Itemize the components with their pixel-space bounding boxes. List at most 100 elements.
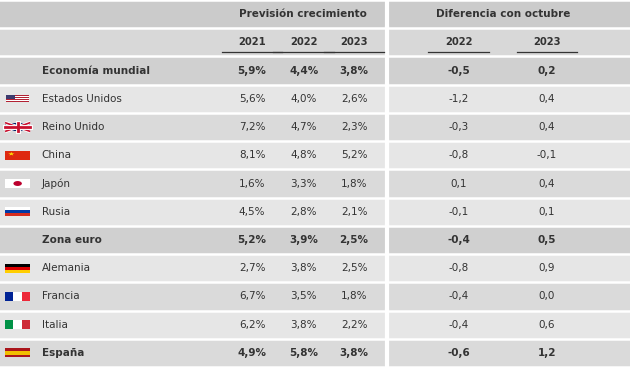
- Bar: [22, 292, 30, 301]
- Text: -0,8: -0,8: [449, 150, 469, 160]
- Text: 3,8%: 3,8%: [340, 348, 369, 358]
- Bar: [5, 320, 13, 329]
- Polygon shape: [8, 152, 14, 156]
- Text: 2021: 2021: [238, 37, 266, 47]
- Bar: [0, 282, 630, 310]
- Text: 5,2%: 5,2%: [341, 150, 367, 160]
- Text: 2,1%: 2,1%: [341, 207, 367, 217]
- Text: 0,1: 0,1: [450, 178, 467, 189]
- Bar: [5, 270, 30, 273]
- Text: 2,3%: 2,3%: [341, 122, 367, 132]
- Bar: [5, 210, 30, 213]
- Text: 0,5: 0,5: [537, 235, 556, 245]
- Text: -0,5: -0,5: [447, 66, 470, 76]
- Bar: [0, 170, 630, 197]
- Text: -0,4: -0,4: [449, 291, 469, 301]
- Bar: [5, 264, 30, 267]
- Text: 5,9%: 5,9%: [238, 66, 266, 76]
- Text: 7,2%: 7,2%: [239, 122, 265, 132]
- Text: 1,6%: 1,6%: [239, 178, 265, 189]
- Text: 2023: 2023: [533, 37, 561, 47]
- Text: 4,9%: 4,9%: [238, 348, 266, 358]
- Text: 2,2%: 2,2%: [341, 320, 367, 330]
- Bar: [5, 179, 30, 188]
- Circle shape: [13, 181, 22, 186]
- Text: Zona euro: Zona euro: [42, 235, 101, 245]
- Bar: [0, 310, 630, 339]
- Text: 6,7%: 6,7%: [239, 291, 265, 301]
- Bar: [6, 95, 15, 99]
- Bar: [0, 339, 630, 367]
- Text: 0,9: 0,9: [539, 263, 555, 273]
- Bar: [6, 95, 29, 96]
- Text: España: España: [42, 348, 84, 358]
- Text: 5,6%: 5,6%: [239, 94, 265, 104]
- Text: 0,4: 0,4: [539, 94, 555, 104]
- Text: 2,8%: 2,8%: [290, 207, 317, 217]
- Bar: [5, 349, 30, 351]
- Text: 5,2%: 5,2%: [238, 235, 266, 245]
- Text: 2,5%: 2,5%: [341, 263, 367, 273]
- Text: 4,8%: 4,8%: [290, 150, 317, 160]
- Text: 3,5%: 3,5%: [290, 291, 317, 301]
- Text: 0,4: 0,4: [539, 178, 555, 189]
- Text: Economía mundial: Economía mundial: [42, 66, 149, 76]
- Text: 8,1%: 8,1%: [239, 150, 265, 160]
- Text: China: China: [42, 150, 72, 160]
- Text: 4,4%: 4,4%: [289, 66, 318, 76]
- Bar: [5, 123, 30, 131]
- Text: -0,4: -0,4: [449, 320, 469, 330]
- Text: 1,8%: 1,8%: [341, 178, 367, 189]
- Bar: [6, 96, 29, 97]
- Text: 2,6%: 2,6%: [341, 94, 367, 104]
- Text: Estados Unidos: Estados Unidos: [42, 94, 122, 104]
- Bar: [6, 98, 29, 99]
- Text: 2,7%: 2,7%: [239, 263, 265, 273]
- Text: Rusia: Rusia: [42, 207, 70, 217]
- Text: Reino Unido: Reino Unido: [42, 122, 104, 132]
- Text: Diferencia con octubre: Diferencia con octubre: [435, 9, 570, 19]
- Bar: [0, 141, 630, 170]
- Text: Francia: Francia: [42, 291, 79, 301]
- Text: 0,4: 0,4: [539, 122, 555, 132]
- Bar: [0, 254, 630, 282]
- Bar: [0, 0, 630, 28]
- Bar: [22, 320, 30, 329]
- Text: 1,2: 1,2: [537, 348, 556, 358]
- Text: 5,8%: 5,8%: [289, 348, 318, 358]
- Text: 2022: 2022: [290, 37, 318, 47]
- Bar: [5, 151, 30, 160]
- Bar: [6, 101, 29, 102]
- Bar: [0, 85, 630, 113]
- Text: 2022: 2022: [445, 37, 472, 47]
- Bar: [5, 351, 30, 355]
- Text: 4,5%: 4,5%: [239, 207, 265, 217]
- Text: 3,8%: 3,8%: [290, 320, 317, 330]
- Bar: [0, 113, 630, 141]
- Bar: [5, 292, 13, 301]
- Bar: [5, 207, 30, 210]
- Bar: [13, 292, 22, 301]
- Text: Italia: Italia: [42, 320, 67, 330]
- Bar: [5, 355, 30, 357]
- Text: 2023: 2023: [340, 37, 368, 47]
- Text: Japón: Japón: [42, 178, 71, 189]
- Text: -0,6: -0,6: [447, 348, 470, 358]
- Text: 0,1: 0,1: [539, 207, 555, 217]
- Text: 0,6: 0,6: [539, 320, 555, 330]
- Text: -0,8: -0,8: [449, 263, 469, 273]
- Text: -0,1: -0,1: [449, 207, 469, 217]
- Bar: [13, 320, 22, 329]
- Text: 3,9%: 3,9%: [289, 235, 318, 245]
- Text: 3,8%: 3,8%: [290, 263, 317, 273]
- Text: Alemania: Alemania: [42, 263, 91, 273]
- Text: 2,5%: 2,5%: [340, 235, 369, 245]
- Bar: [6, 97, 29, 98]
- Text: -0,1: -0,1: [537, 150, 557, 160]
- Bar: [0, 57, 630, 85]
- Text: 4,7%: 4,7%: [290, 122, 317, 132]
- Text: 6,2%: 6,2%: [239, 320, 265, 330]
- Text: -1,2: -1,2: [449, 94, 469, 104]
- Text: Previsión crecimiento: Previsión crecimiento: [239, 9, 367, 19]
- Text: 4,0%: 4,0%: [290, 94, 317, 104]
